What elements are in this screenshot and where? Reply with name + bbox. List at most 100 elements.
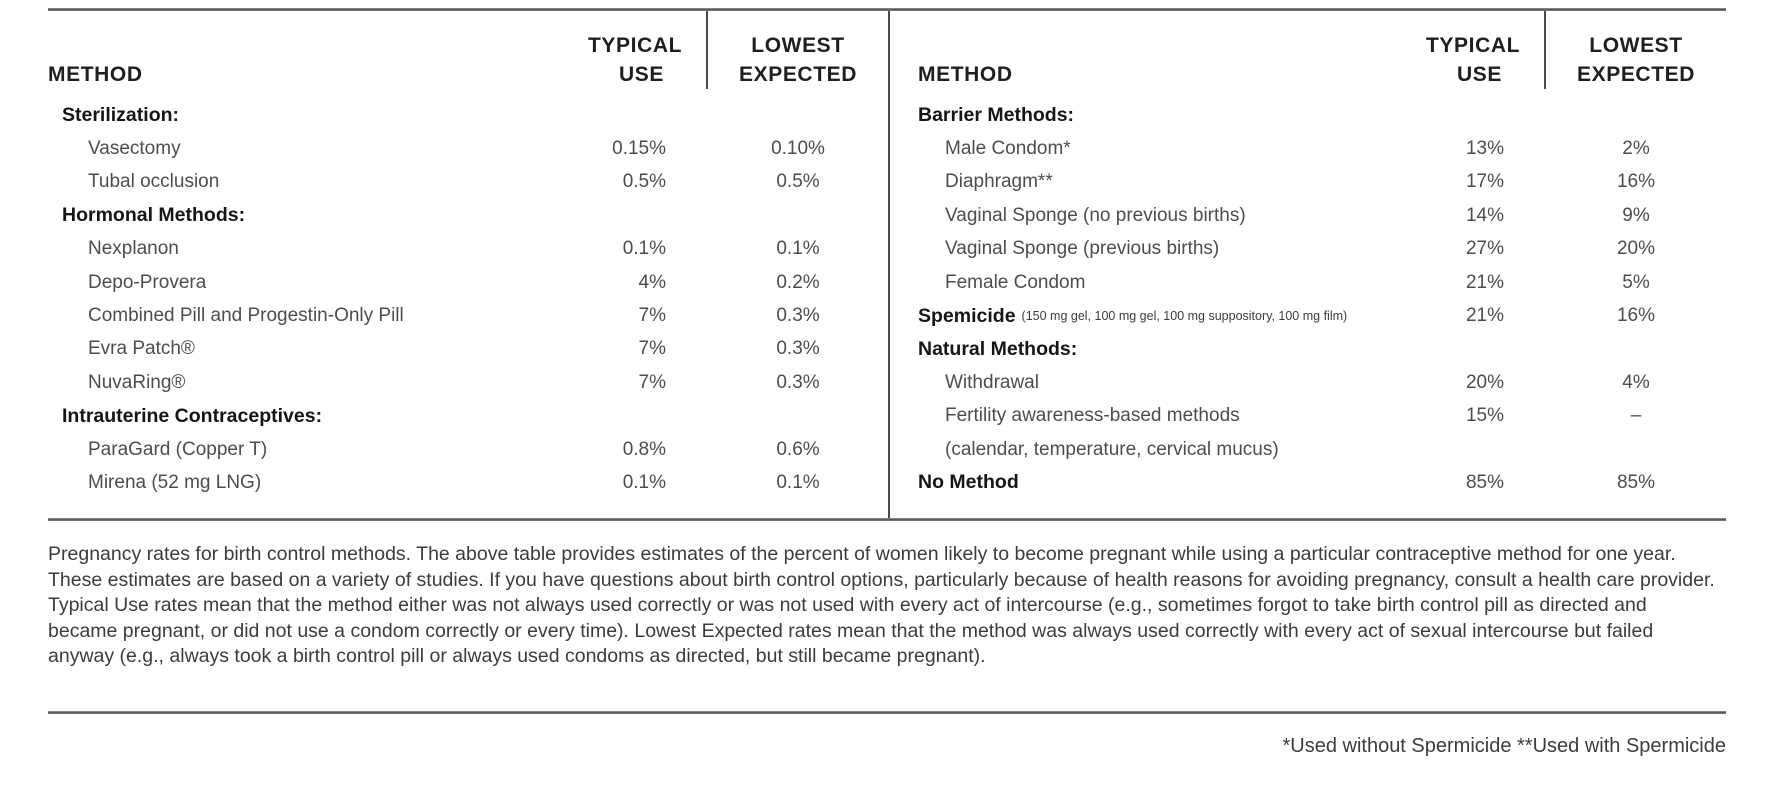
lowest-header-line2: EXPECTED [1577,62,1695,86]
top-rule [48,8,1726,11]
bottom-rule [48,711,1726,714]
lowest-header-line2: EXPECTED [739,62,857,86]
row-label: Fertility awareness-based methods [918,400,1426,433]
method-name: Female Condom [945,271,1086,293]
typical-use-value [1426,433,1546,466]
lowest-header-line1: LOWEST [751,34,845,58]
method-name: Depo-Provera [88,271,207,293]
typical-use-value: 13% [1465,138,1504,160]
typical-use-value: 7% [638,371,666,393]
row-label: Spemicide (150 mg gel, 100 mg gel, 100 mg… [918,299,1426,332]
typical-use-value: 7% [638,338,666,360]
lowest-expected-value: 0.3% [776,305,820,327]
method-name: Male Condom* [945,138,1071,160]
typical-use-value: 17% [1465,171,1504,193]
typical-use-value [588,99,708,132]
footnote: *Used without Spermicide **Used with Spe… [1282,735,1726,757]
lowest-expected-value [1546,99,1726,132]
lowest-expected-value: 2% [1622,138,1650,160]
typical-use-value: 0.15% [612,138,666,160]
typical-header-line2: USE [1457,62,1502,86]
lowest-expected-value: – [1630,405,1642,427]
method-header: METHOD [918,11,1426,89]
row-label: Vaginal Sponge (no previous births) [918,199,1426,232]
typical-use-value [588,400,708,433]
row-label: NuvaRing® [48,366,588,399]
row-label: Nexplanon [48,233,588,266]
lowest-expected-header: LOWEST EXPECTED [1546,11,1726,89]
lowest-expected-value: 4% [1622,371,1650,393]
typical-use-value: 27% [1465,238,1504,260]
lowest-expected-value [708,400,888,433]
method-name: Vaginal Sponge (previous births) [945,238,1220,260]
lowest-expected-value: 0.6% [776,438,820,460]
method-name: Vasectomy [88,138,181,160]
row-label: Combined Pill and Progestin-Only Pill [48,299,588,332]
typical-use-value: 14% [1465,204,1504,226]
lowest-expected-value [1546,433,1726,466]
lowest-expected-value: 0.1% [776,471,820,493]
row-label: Evra Patch® [48,333,588,366]
typical-use-value: 15% [1465,405,1504,427]
lowest-expected-value: 5% [1622,271,1650,293]
typical-header-line1: TYPICAL [1426,34,1521,58]
lowest-expected-value: 20% [1616,238,1656,260]
method-name: Sterilization: [62,104,180,127]
description-paragraph: Pregnancy rates for birth control method… [48,543,1715,667]
row-label: Depo-Provera [48,266,588,299]
row-label: Barrier Methods: [918,99,1426,132]
typical-use-value: 0.1% [622,471,666,493]
lowest-expected-value: 0.3% [776,371,820,393]
method-name: No Method [918,471,1019,494]
lowest-expected-value: 85% [1616,471,1656,493]
lowest-expected-value: 16% [1616,305,1656,327]
lowest-expected-value: 0.10% [771,138,825,160]
row-label: Hormonal Methods: [48,199,588,232]
typical-use-value: 7% [638,305,666,327]
lowest-expected-value [1546,333,1726,366]
pregnancy-table-right: METHOD TYPICAL USE LOWEST EXPECTED Barri… [890,11,1726,518]
typical-use-value: 21% [1465,271,1504,293]
method-name: NuvaRing® [88,371,186,393]
row-label: Intrauterine Contraceptives: [48,400,588,433]
lowest-expected-value [708,199,888,232]
method-name: Natural Methods: [918,337,1078,360]
lowest-header-line1: LOWEST [1589,34,1683,58]
typical-use-value: 0.5% [622,171,666,193]
row-label: ParaGard (Copper T) [48,433,588,466]
method-header-label: METHOD [48,62,143,86]
lowest-expected-value: 16% [1616,171,1656,193]
method-name: Vaginal Sponge (no previous births) [945,204,1246,226]
row-label: Withdrawal [918,366,1426,399]
typical-use-value [1426,99,1546,132]
method-name: Mirena (52 mg LNG) [88,471,262,493]
typical-header-line2: USE [619,62,664,86]
typical-use-value: 4% [638,271,666,293]
typical-use-value: 20% [1465,371,1504,393]
lowest-expected-value: 0.5% [776,171,820,193]
method-name: Spemicide [918,304,1016,327]
method-name: Nexplanon [88,238,179,260]
row-label: Tubal occlusion [48,166,588,199]
method-header: METHOD [48,11,588,89]
method-name: (calendar, temperature, cervical mucus) [945,438,1279,460]
lowest-expected-value [708,99,888,132]
row-label: Vasectomy [48,132,588,165]
typical-use-value: 85% [1465,471,1504,493]
row-label: Natural Methods: [918,333,1426,366]
typical-use-header: TYPICAL USE [588,11,708,89]
lowest-expected-value: 0.3% [776,338,820,360]
tables-area: METHOD TYPICAL USE LOWEST EXPECTED Steri… [48,11,1726,518]
typical-header-line1: TYPICAL [588,34,683,58]
method-header-label: METHOD [918,62,1013,86]
method-name-detail: (150 mg gel, 100 mg gel, 100 mg supposit… [1021,309,1348,324]
method-name: Fertility awareness-based methods [945,405,1240,427]
method-name: Combined Pill and Progestin-Only Pill [88,305,404,327]
row-label: Male Condom* [918,132,1426,165]
method-name: Withdrawal [945,371,1039,393]
row-label: Diaphragm** [918,166,1426,199]
method-name: Barrier Methods: [918,104,1075,127]
row-label: Female Condom [918,266,1426,299]
row-label: Vaginal Sponge (previous births) [918,233,1426,266]
